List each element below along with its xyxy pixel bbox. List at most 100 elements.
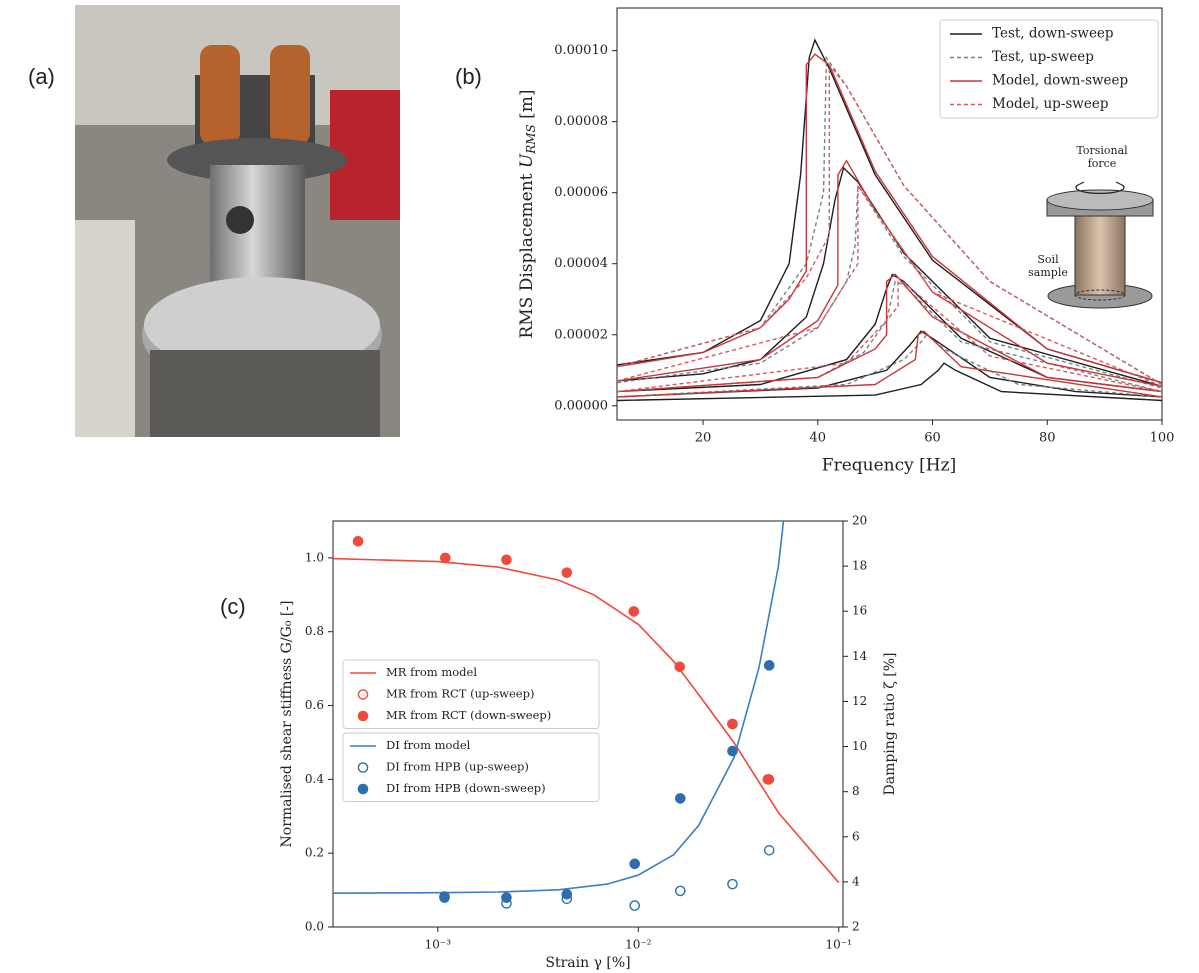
- y-tick-label: 0.0: [305, 920, 324, 934]
- legend-swatch: [357, 689, 369, 700]
- y2-tick-label: 4: [852, 874, 860, 888]
- inset-label: Torsional: [1076, 144, 1128, 157]
- y-tick-label: 0.00002: [554, 327, 608, 342]
- legend-label: Model, down-sweep: [992, 73, 1128, 89]
- legend-label: Test, up-sweep: [992, 49, 1094, 65]
- legend-label: DI from HPB (up-sweep): [386, 760, 529, 774]
- y-tick-label: 0.4: [305, 772, 324, 786]
- y-label-unit: [m]: [517, 89, 537, 118]
- y-label-symbol: U: [517, 153, 537, 168]
- x-tick-label: 100: [1150, 431, 1175, 446]
- legend-label: MR from model: [386, 665, 477, 679]
- y-axis-label: Normalised shear stiffness G/G₀ [-]: [279, 601, 295, 848]
- point: [440, 552, 451, 564]
- x-tick-label: 10⁻²: [625, 938, 652, 952]
- plot-area: [333, 521, 840, 911]
- curve: [617, 62, 1162, 386]
- y-tick-label: 0.00000: [554, 398, 608, 413]
- curve: [617, 333, 1162, 398]
- point: [629, 858, 641, 870]
- legend-label: Test, down-sweep: [992, 26, 1114, 42]
- point: [763, 660, 775, 671]
- inset-label: sample: [1028, 266, 1068, 279]
- y2-tick-label: 18: [852, 559, 867, 573]
- y2-tick-label: 16: [852, 604, 867, 618]
- panel-label: (c): [220, 594, 246, 619]
- y-tick-label: 1.0: [305, 550, 324, 564]
- panel-label: (a): [28, 64, 55, 89]
- point: [763, 845, 775, 856]
- y-tick-label: 0.00008: [554, 114, 608, 129]
- y-label-text: RMS Displacement: [517, 173, 537, 338]
- legend-label: DI from model: [386, 738, 471, 752]
- point: [439, 891, 450, 902]
- y2-tick-label: 10: [852, 739, 867, 753]
- y2-tick-label: 20: [852, 514, 867, 528]
- point: [762, 774, 774, 785]
- curve: [617, 183, 1162, 387]
- point: [727, 745, 738, 757]
- curve: [617, 273, 1162, 393]
- legend-box: [342, 732, 600, 802]
- curve: [617, 330, 1162, 398]
- y-tick-label: 0.2: [305, 846, 324, 860]
- y2-tick-label: 14: [852, 649, 868, 663]
- curve: [617, 159, 1162, 387]
- legend-swatch: [357, 783, 369, 795]
- panel-label: (b): [455, 64, 482, 89]
- y2-axis-label: Damping ratio ζ [%]: [882, 652, 898, 795]
- curve: [617, 362, 1162, 402]
- curve: [617, 273, 1162, 393]
- point: [674, 793, 686, 804]
- y-tick-label: 0.8: [305, 624, 324, 638]
- inset-diagram: [1046, 181, 1154, 309]
- y-tick-label: 0.00006: [554, 185, 608, 200]
- x-tick-label: 10⁻¹: [826, 938, 852, 952]
- legend-label: MR from RCT (down-sweep): [386, 708, 551, 722]
- photo: [75, 5, 400, 437]
- line: [333, 557, 840, 884]
- point: [352, 536, 364, 547]
- plot-frame: [332, 520, 844, 928]
- x-tick-label: 80: [1039, 431, 1056, 446]
- point: [561, 888, 573, 900]
- y-tick-label: 0.00004: [554, 256, 608, 271]
- point: [628, 606, 640, 617]
- point: [674, 661, 686, 673]
- y2-tick-label: 2: [852, 920, 860, 934]
- legend-label: Model, up-sweep: [992, 96, 1108, 112]
- y-label-subscript: RMS: [524, 124, 538, 155]
- x-axis-label: Frequency [Hz]: [822, 456, 956, 476]
- point: [561, 567, 573, 578]
- curve: [617, 166, 1162, 387]
- legend-box: [939, 19, 1159, 119]
- plot-frame: [616, 7, 1163, 421]
- point: [629, 900, 641, 911]
- x-tick-label: 10⁻³: [425, 938, 452, 952]
- x-axis-label: Strain γ [%]: [545, 955, 630, 971]
- legend-swatch: [357, 762, 369, 773]
- y-axis-label: RMS Displacement URMS [m]: [517, 89, 541, 338]
- legend-box: [342, 659, 600, 729]
- curve: [617, 55, 1162, 386]
- inset-label: Soil: [1037, 253, 1059, 266]
- x-tick-label: 60: [924, 431, 941, 446]
- y2-tick-label: 8: [852, 784, 860, 798]
- inset-label: force: [1088, 157, 1117, 170]
- curve: [617, 276, 1162, 393]
- legend-label: DI from HPB (down-sweep): [386, 781, 546, 795]
- y2-tick-label: 12: [852, 694, 867, 708]
- plot-area: [617, 38, 1162, 402]
- line: [333, 521, 785, 894]
- curve: [617, 53, 1162, 384]
- legend-swatch: [357, 710, 369, 722]
- point: [727, 878, 738, 890]
- y-tick-label: 0.6: [305, 698, 324, 712]
- y2-tick-label: 6: [852, 829, 860, 843]
- point: [501, 554, 512, 566]
- curve: [617, 38, 1162, 384]
- x-tick-label: 20: [695, 431, 712, 446]
- legend-label: MR from RCT (up-sweep): [386, 687, 534, 701]
- x-tick-label: 40: [810, 431, 827, 446]
